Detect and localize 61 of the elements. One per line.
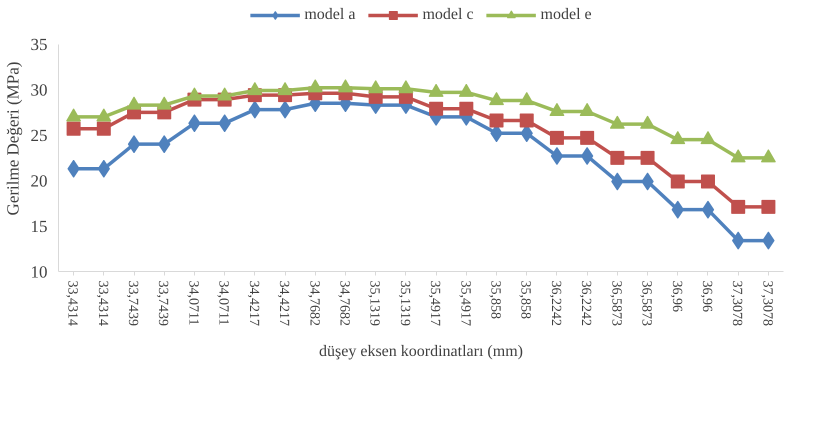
x-tick-label: 33,7439	[155, 280, 170, 326]
x-tick-label: 36,96	[698, 280, 714, 312]
point	[611, 172, 624, 190]
point	[550, 130, 564, 145]
point	[702, 200, 714, 219]
legend-label: model a	[304, 6, 356, 24]
x-tick-label: 35,858	[518, 280, 533, 319]
point	[520, 114, 534, 128]
x-tick-label: 34,0711	[185, 280, 200, 326]
y-axis-title: Gerilme Değeri (MPa)	[4, 62, 22, 216]
x-tick-label: 36,5873	[608, 280, 624, 326]
y-tick-label: 10	[30, 262, 48, 282]
x-tick-label: 35,1319	[366, 280, 382, 326]
x-tick-label: 36,2242	[548, 280, 563, 326]
x-tick-label: 37,3078	[729, 280, 744, 326]
y-tick-label: 30	[30, 80, 48, 100]
point	[731, 200, 746, 214]
point	[66, 122, 81, 136]
point	[580, 147, 594, 166]
x-tick-label: 33,4314	[64, 280, 80, 326]
x-tick-label: 33,4314	[94, 280, 110, 326]
legend-label: model e	[540, 6, 592, 24]
point	[580, 130, 594, 145]
x-tick-label: 34,4217	[276, 280, 292, 326]
point	[459, 102, 474, 116]
x-tick-label: 34,4217	[246, 280, 261, 326]
legend-label: model c	[422, 6, 474, 24]
x-tick-label: 37,3078	[759, 280, 774, 326]
point	[700, 174, 715, 188]
point	[96, 122, 111, 136]
point	[550, 147, 564, 166]
y-tick-label: 25	[30, 126, 48, 146]
x-tick-label: 34,7682	[306, 280, 322, 326]
point	[67, 160, 80, 178]
point	[248, 100, 262, 119]
point	[218, 114, 231, 132]
point	[610, 150, 624, 165]
x-tick-label: 34,7682	[336, 280, 352, 326]
point	[640, 150, 655, 165]
x-tick-label: 35,4917	[457, 280, 472, 326]
point	[762, 232, 775, 250]
y-tick-label: 20	[30, 172, 48, 191]
point	[670, 174, 685, 188]
point	[641, 172, 654, 190]
point	[490, 114, 504, 128]
x-tick-label: 35,858	[488, 280, 503, 319]
point	[278, 100, 292, 119]
y-tick-label: 15	[30, 217, 48, 236]
x-tick-label: 33,7439	[125, 280, 140, 326]
x-axis-title: düşey eksen koordinatları (mm)	[319, 343, 523, 360]
x-tick-label: 35,4917	[427, 280, 442, 326]
x-tick-label: 36,96	[668, 280, 684, 312]
point	[188, 114, 201, 132]
x-tick-label: 35,1319	[396, 280, 412, 326]
x-tick-label: 36,2242	[578, 280, 594, 326]
point	[761, 200, 776, 214]
point	[429, 102, 444, 116]
y-tick-label: 35	[30, 35, 48, 54]
point	[128, 135, 140, 154]
x-tick-label: 36,5873	[638, 280, 654, 326]
x-tick-label: 34,0711	[216, 280, 231, 326]
